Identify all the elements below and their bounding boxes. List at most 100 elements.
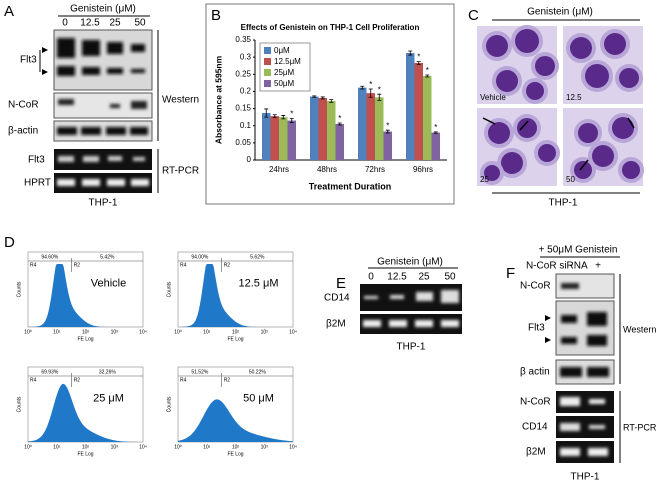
cell-line: THP-1 [397,342,426,353]
gate [178,373,293,387]
x-tick-label: 10⁴ [139,329,147,335]
micrographs: Vehicle 12.5 25 50 [477,25,644,186]
x-tick-label: 10² [82,444,90,450]
bands [560,448,608,456]
x-tick-label: 10⁴ [289,329,297,335]
nucleus [574,161,592,179]
lane-label: 0 [368,272,374,283]
nucleus [538,144,556,162]
gate-label: R2 [224,377,231,383]
gate-pct: 32.26% [99,369,117,375]
panel-label: F [506,265,515,282]
row-label: N-CoR [520,281,551,292]
error-bar [281,115,286,120]
histogram [28,383,143,442]
bands [363,320,459,327]
plot: 0 0.05 0.1 0.15 0.2 0.25 0.3 0.35 24hrs * 48hrs * 72… [235,35,447,174]
bar [414,62,423,160]
gate-pct: 69.93% [41,369,59,375]
bands [561,312,607,346]
lane-label: 50 [444,272,456,283]
y-tick-label: 0.3 [240,52,252,61]
treatment-label: Genistein (μM) [527,7,593,18]
gel [54,173,152,193]
bands [560,397,605,406]
x-tick-label: 10³ [111,444,119,450]
panel-label: C [468,7,479,24]
plot-frame [27,251,144,328]
gate-label: R4 [180,262,187,268]
significance-mark: * [386,121,389,130]
condition: Vehicle [91,277,126,289]
x-tick-label: 10⁴ [139,444,147,450]
x-tick-label: 72hrs [365,165,385,174]
row-label: HPRT [24,178,51,189]
gel [360,314,462,334]
gel [556,441,614,463]
bar [358,87,367,160]
lane-label: 12.5 [387,272,407,283]
gate [178,258,293,272]
gate-pct: 94.00% [191,254,209,260]
bands [58,99,147,109]
lane-label: 12.5 [80,18,100,29]
bar [406,53,415,160]
panel-label: E [336,275,346,292]
x-tick-label: 10⁰ [174,444,182,450]
cell-line: THP-1 [549,198,578,209]
gate-label: R4 [180,377,187,383]
panel-label: A [4,3,14,20]
significance-mark: * [426,66,429,75]
histogram [178,399,293,442]
legend-label: 12.5μM [274,57,301,66]
image-label: 25 [480,175,489,184]
x-tick-label: 10¹ [203,444,211,450]
significance-mark: * [369,80,372,89]
legend-label: 50μM [274,79,295,88]
histogram [28,264,143,327]
error-bar [377,93,382,101]
bands [561,283,579,289]
error-bar [425,74,430,78]
plot-frame [177,251,294,328]
y-tick-label: 0.05 [235,138,251,147]
x-tick-label: 24hrs [269,165,289,174]
x-tick-label: 10³ [111,329,119,335]
row-label: β2M [326,319,346,330]
nucleus [501,152,523,174]
x-axis-title: FE Log [227,336,243,342]
significance-mark: * [290,110,293,119]
bar [383,131,392,160]
bar [431,132,440,160]
condition: 25 μM [93,392,124,404]
error-bar [329,99,334,103]
row-label: β-actin [8,126,38,137]
nucleus [517,118,537,138]
gate-label: R2 [74,262,81,268]
nucleus [486,35,508,57]
row-label: Flt3 [28,155,45,166]
x-tick-label: 96hrs [413,165,433,174]
legend-swatch [264,58,271,65]
row-label: β actin [520,367,550,378]
error-bar [368,88,373,98]
gate-pct: 51.52% [191,369,209,375]
gate-pct: 5.42% [100,254,115,260]
row-label: Flt3 [528,323,545,334]
y-tick-label: 0.25 [235,69,251,78]
gate-pct: 5.62% [250,254,265,260]
x-tick-label: 10¹ [53,444,61,450]
chart-title: Effects of Genistein on THP-1 Cell Proli… [241,23,420,32]
x-axis-title: FE Log [77,451,93,457]
cell-line: THP-1 [89,198,118,209]
bar [335,124,344,160]
cell-line: THP-1 [571,472,600,483]
nucleus [604,33,626,55]
significance-mark: * [378,85,381,94]
image-label: 12.5 [566,93,582,102]
x-tick-label: 48hrs [317,165,337,174]
x-axis-title: Treatment Duration [309,181,392,191]
nucleus [496,70,518,92]
nucleus [578,123,598,143]
gate-label: R2 [224,262,231,268]
